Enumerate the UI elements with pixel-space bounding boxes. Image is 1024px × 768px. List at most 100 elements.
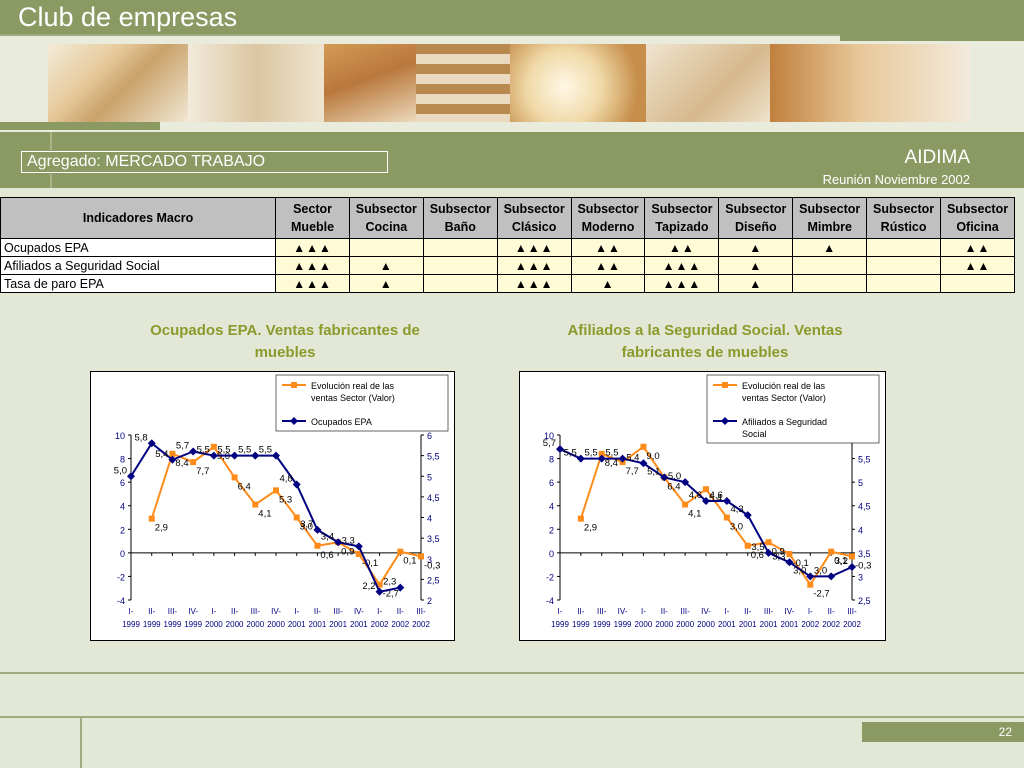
left-tick-label: -4	[117, 596, 125, 606]
trend-cell	[866, 256, 942, 275]
x-tick-label-year: 2000	[267, 620, 285, 629]
data-point-empleo	[375, 587, 384, 596]
organization-name: AIDIMA	[904, 147, 970, 168]
data-point-empleo	[334, 538, 343, 547]
data-label: 3,0	[300, 522, 313, 533]
legend-label: ventas Sector (Valor)	[742, 393, 826, 403]
data-point-empleo	[597, 454, 606, 463]
right-tick-label: 4	[427, 514, 432, 524]
column-header-line1: Subsector	[725, 202, 787, 216]
data-label: 5,5	[238, 445, 251, 456]
trend-cell: ▲	[348, 274, 424, 293]
x-tick-label-year: 2001	[329, 620, 347, 629]
data-point-ventas	[314, 542, 321, 549]
column-header-line2: Tapizado	[655, 220, 709, 234]
data-label: -0,1	[792, 558, 808, 569]
data-point-ventas	[273, 487, 279, 494]
column-header-line1: Subsector	[503, 202, 565, 216]
left-tick-label: -2	[546, 572, 554, 582]
data-point-empleo	[230, 451, 239, 460]
trend-cell: ▲▲▲	[496, 274, 572, 293]
data-point-ventas	[190, 459, 197, 466]
legend-label: Afiliados a Seguridad	[742, 417, 827, 427]
x-tick-label-quarter: II-	[744, 607, 751, 616]
chart-ocupados: 10 8 6 4 2 0 -2 -4 6 5,5 5 4,5 4 3,5 3 2,5 2 I- 1999 II- 199…	[90, 371, 455, 641]
page-title: Club de empresas	[0, 0, 1024, 34]
data-point-empleo	[576, 454, 585, 463]
x-tick-label-year: 1999	[122, 620, 140, 629]
data-label: -0,3	[424, 560, 440, 571]
x-tick-label-quarter: II-	[148, 607, 155, 616]
photo-dining-room	[646, 44, 770, 122]
trend-cell: ▲▲	[570, 256, 646, 275]
column-header-line2: Diseño	[734, 220, 777, 234]
column-header-line1: Sector	[293, 202, 332, 216]
left-tick-label: 2	[549, 525, 554, 535]
x-tick-label-quarter: I-	[377, 607, 382, 616]
trend-cell: ▲▲▲	[496, 256, 572, 275]
trend-cell	[866, 274, 942, 293]
data-point-ventas	[397, 548, 404, 555]
legend-marker-square	[291, 382, 297, 388]
legend-label: Evolución real de las	[742, 381, 826, 391]
column-header-line1: Subsector	[946, 202, 1009, 216]
data-label: 5,1	[647, 466, 660, 477]
x-tick-label-year: 1999	[143, 620, 161, 629]
chart-legend: Evolución real de las ventas Sector (Valo…	[275, 374, 449, 432]
data-label: 7,7	[626, 466, 639, 477]
chart-title-ocupados: Ocupados EPA. Ventas fabricantes de mueb…	[150, 322, 420, 361]
left-tick-label: 6	[549, 478, 554, 488]
x-tick-label-quarter: III-	[764, 607, 774, 616]
column-header-moderno: Subsector Moderno	[570, 197, 646, 239]
x-tick-label-year: 2002	[843, 620, 861, 629]
table-row-ocupados-epa: Ocupados EPA ▲▲▲ ▲▲▲ ▲▲ ▲▲ ▲ ▲ ▲▲	[0, 238, 1015, 257]
data-point-ventas	[640, 443, 647, 450]
x-tick-label-year: 2001	[288, 620, 306, 629]
legend-label: Social	[742, 429, 767, 439]
data-point-ventas	[148, 515, 155, 522]
data-label: 5,0	[114, 465, 127, 476]
banner-accent-bottom	[0, 122, 160, 130]
data-label: 5,7	[543, 438, 556, 449]
right-tick-label: 2	[427, 596, 432, 606]
data-point-empleo	[681, 478, 690, 487]
data-label: 5,5	[584, 448, 597, 459]
left-tick-label: 10	[115, 431, 125, 441]
x-tick-label-quarter: III-	[597, 607, 607, 616]
trend-cell: ▲▲▲	[644, 256, 720, 275]
data-label: 0,9	[341, 546, 354, 557]
data-label: 3,7	[300, 519, 313, 530]
data-point-ventas	[418, 553, 424, 560]
data-label: 2,9	[155, 523, 168, 534]
data-label: 3,0	[814, 565, 827, 576]
data-point-empleo	[251, 451, 260, 460]
trend-cell: ▲	[718, 256, 794, 275]
trend-cell: ▲▲	[570, 238, 646, 257]
right-tick-label: 4	[858, 525, 863, 535]
data-point-empleo	[618, 454, 627, 463]
legend-marker-diamond	[290, 417, 298, 425]
data-point-empleo	[806, 572, 815, 581]
x-tick-label-year: 1999	[614, 620, 632, 629]
data-point-ventas	[210, 443, 217, 450]
data-label: 8,4	[605, 458, 618, 469]
data-point-ventas	[828, 548, 835, 555]
column-header-line2: Clásico	[511, 220, 557, 234]
column-header-mimbre: Subsector Mimbre	[792, 197, 868, 239]
column-header-line2: Baño	[444, 220, 476, 234]
column-header-line1: Subsector	[577, 202, 639, 216]
data-label: 4,3	[730, 504, 743, 515]
data-point-ventas	[744, 542, 751, 549]
data-label: 3,0	[730, 522, 743, 533]
left-tick-label: -4	[546, 596, 554, 606]
data-point-empleo	[827, 572, 836, 581]
left-tick-label: 8	[120, 455, 125, 465]
right-tick-label: 5,5	[427, 452, 440, 462]
data-label: 5,4	[626, 452, 639, 463]
column-header-line2: Rústico	[880, 220, 927, 234]
legend-marker-square	[722, 382, 728, 388]
footer-divider-top	[0, 672, 1024, 674]
x-tick-label-quarter: III-	[416, 607, 426, 616]
column-header-mueble: Sector Mueble	[275, 197, 350, 239]
right-tick-label: 3,5	[427, 534, 440, 544]
